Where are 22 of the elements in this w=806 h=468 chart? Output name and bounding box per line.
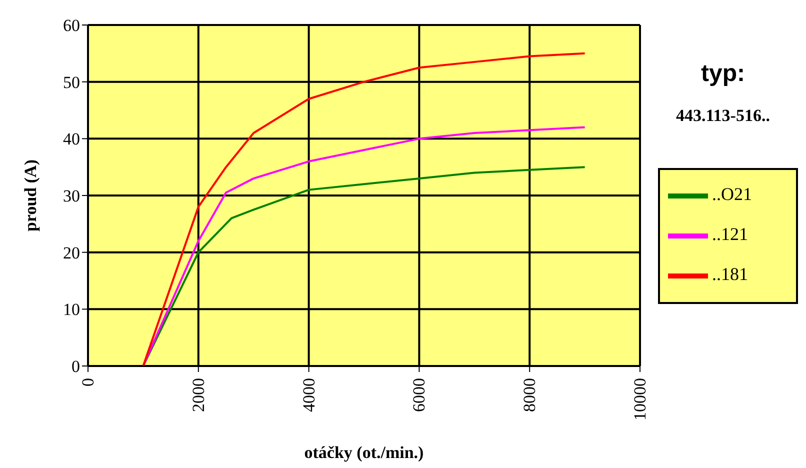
legend-label: ..O21: [712, 184, 752, 204]
legend-label: ..121: [712, 224, 748, 244]
y-tick-label: 10: [63, 300, 80, 320]
text: 443.113-516..: [675, 106, 771, 126]
y-tick-label: 40: [63, 130, 80, 149]
y-tick-label: 0: [72, 357, 80, 376]
x-tick-label: 10000: [630, 378, 650, 420]
x-tick-label: 2000: [188, 378, 208, 412]
line-series: [142, 52, 586, 366]
x-axis-title: otáčky (ot./min.): [304, 443, 424, 462]
line-series: [142, 126, 586, 366]
y-tick-label: 60: [63, 16, 80, 36]
legend-label: ..181: [712, 264, 748, 284]
x-tick-label: 6000: [410, 378, 429, 412]
y-tick-label: 30: [63, 186, 80, 206]
y-tick-label: 20: [63, 243, 80, 262]
y-axis-title: proud (A): [21, 160, 40, 232]
x-tick-label: 4000: [299, 378, 318, 412]
x-tick-label: 0: [78, 378, 98, 386]
y-tick-label: 50: [63, 72, 80, 92]
x-tick-label: 8000: [520, 378, 540, 412]
text: typ:: [700, 60, 746, 88]
